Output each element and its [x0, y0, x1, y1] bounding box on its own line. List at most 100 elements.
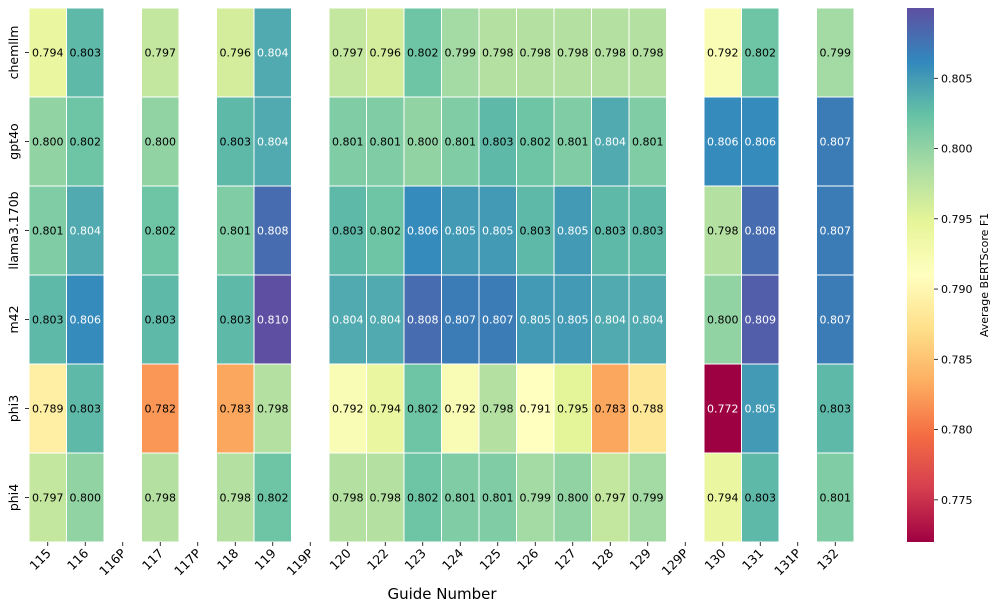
y-tick-label: phi4 [6, 484, 21, 511]
cell-value-label: 0.797 [332, 47, 364, 60]
cell-value-label: 0.806 [745, 136, 777, 149]
x-tick-label: 116P [96, 545, 129, 578]
heatmap-cell [703, 274, 742, 365]
heatmap-cell [478, 96, 517, 187]
x-tick-label: 118 [214, 545, 242, 573]
heatmap-cell [253, 185, 292, 276]
cell-value-label: 0.801 [445, 136, 477, 149]
cell-value-label: 0.794 [707, 492, 739, 505]
heatmap-cell [141, 452, 180, 543]
cell-value-label: 0.799 [445, 47, 477, 60]
cell-value-label: 0.803 [145, 314, 177, 327]
cell-value-label: 0.798 [482, 47, 514, 60]
heatmap-cell [253, 96, 292, 187]
heatmap-cell [328, 96, 367, 187]
cell-value-label: 0.803 [70, 403, 102, 416]
heatmap-cell [328, 185, 367, 276]
x-axis-label: Guide Number [387, 585, 497, 603]
heatmap-cell [628, 185, 667, 276]
cell-value-label: 0.806 [707, 136, 739, 149]
cell-value-label: 0.788 [632, 403, 664, 416]
x-tick-label: 120 [326, 545, 354, 573]
heatmap-cell [516, 363, 555, 454]
x-tick-label: 115 [26, 546, 53, 573]
cell-value-label: 0.801 [332, 136, 364, 149]
heatmap-cell [628, 96, 667, 187]
cell-value-label: 0.803 [520, 225, 552, 238]
cell-value-label: 0.791 [520, 403, 552, 416]
y-tick-label: gpt4o [6, 123, 21, 159]
cell-value-label: 0.802 [407, 403, 439, 416]
cell-value-label: 0.803 [332, 225, 364, 238]
heatmap-cell [591, 185, 630, 276]
heatmap-cell [66, 185, 105, 276]
heatmap-cell [516, 96, 555, 187]
cell-value-label: 0.802 [520, 136, 552, 149]
cell-value-label: 0.802 [257, 492, 289, 505]
x-axis-ticks: 115 116 116P 117 117P 118 119 119P 120 122 123 124 1… [26, 542, 841, 578]
heatmap-cell [216, 96, 255, 187]
heatmap-cell [741, 274, 780, 365]
cell-value-label: 0.807 [820, 225, 852, 238]
cell-value-label: 0.808 [257, 225, 289, 238]
heatmap-cell [628, 274, 667, 365]
cell-value-label: 0.801 [820, 492, 852, 505]
heatmap-cell [141, 185, 180, 276]
x-tick-label: 131P [771, 545, 804, 578]
y-tick-label: chemllm [6, 26, 21, 80]
cell-value-label: 0.804 [370, 314, 402, 327]
heatmap-cell [478, 363, 517, 454]
heatmap-cell [591, 274, 630, 365]
x-tick-label: 119 [251, 545, 279, 573]
cell-value-label: 0.799 [820, 47, 852, 60]
cell-value-label: 0.799 [632, 492, 664, 505]
heatmap-cell [591, 452, 630, 543]
cell-value-label: 0.798 [370, 492, 402, 505]
cell-value-label: 0.801 [482, 492, 514, 505]
heatmap-cell [816, 274, 855, 365]
x-tick-label: 122 [364, 546, 391, 573]
colorbar-tick-label: 0.785 [941, 353, 973, 366]
heatmap-cell [816, 185, 855, 276]
y-tick-label: phi3 [6, 395, 21, 422]
cell-value-label: 0.795 [557, 403, 589, 416]
heatmap-cell [141, 274, 180, 365]
cell-value-label: 0.802 [745, 47, 777, 60]
cell-value-label: 0.794 [370, 403, 402, 416]
cell-value-label: 0.804 [70, 225, 102, 238]
y-tick-label: m42 [6, 305, 21, 333]
cell-value-label: 0.803 [70, 47, 102, 60]
cell-value-label: 0.808 [407, 314, 439, 327]
cell-value-label: 0.792 [332, 403, 364, 416]
cell-value-label: 0.798 [557, 47, 589, 60]
colorbar-tick-label: 0.800 [941, 143, 973, 156]
cell-value-label: 0.796 [370, 47, 402, 60]
cell-value-label: 0.797 [595, 492, 627, 505]
cell-value-label: 0.801 [445, 492, 477, 505]
colorbar-tick-label: 0.780 [941, 424, 973, 437]
colorbar-label: Average BERTScore F1 [978, 213, 991, 337]
heatmap-cell [478, 274, 517, 365]
cell-value-label: 0.800 [145, 136, 177, 149]
cell-value-label: 0.804 [257, 47, 289, 60]
heatmap-cell [253, 363, 292, 454]
x-tick-label: 129 [626, 545, 654, 573]
cell-value-label: 0.803 [32, 314, 64, 327]
cell-value-label: 0.810 [257, 314, 289, 327]
x-tick-label: 129P [659, 545, 692, 578]
heatmap-cell [141, 7, 180, 98]
colorbar: 0.775 0.780 0.785 0.790 0.795 0.800 0.805 Aver… [907, 8, 991, 542]
cell-value-label: 0.809 [745, 314, 777, 327]
cell-value-label: 0.805 [445, 225, 477, 238]
y-tick-label: llama3.170b [6, 191, 21, 269]
cell-value-label: 0.804 [332, 314, 364, 327]
heatmap-cell [66, 274, 105, 365]
cell-value-label: 0.806 [70, 314, 102, 327]
cell-value-label: 0.805 [557, 225, 589, 238]
heatmap-cell [516, 185, 555, 276]
heatmap-cell [328, 452, 367, 543]
y-axis-ticks: chemllm gpt4o llama3.170b m42 phi3 phi4 [6, 26, 29, 511]
colorbar-tick-label: 0.775 [941, 494, 973, 507]
cell-value-label: 0.792 [707, 47, 739, 60]
heatmap-cell [478, 7, 517, 98]
